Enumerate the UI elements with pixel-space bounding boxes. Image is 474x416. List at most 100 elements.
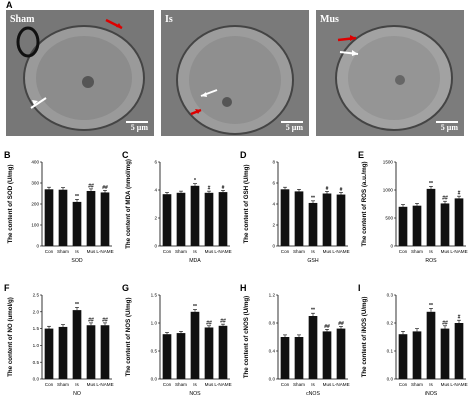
bar (58, 326, 68, 379)
significance-mark: # (458, 315, 461, 321)
scale-bar (436, 121, 458, 123)
significance-mark: ## (338, 321, 344, 327)
chart-i: I The content of iNOS (U/mg) 0.0 0.1 0.2 0.3 C… (354, 283, 470, 411)
x-tick-label: Con (163, 382, 172, 387)
y-tick-label: 0.0 (387, 377, 394, 382)
em-label-is: Is (165, 14, 173, 25)
y-tick-label: 6 (272, 181, 275, 186)
panel-letter: G (122, 283, 129, 293)
bar (294, 337, 304, 379)
panel-letter: H (240, 283, 247, 293)
y-tick-label: 0.5 (33, 360, 40, 365)
significance-mark: ## (102, 185, 108, 191)
y-tick-label: 1.0 (151, 321, 158, 326)
x-tick-label: L-NAME (96, 249, 113, 254)
significance-mark: # (222, 185, 225, 191)
panel-letter: I (358, 283, 361, 293)
x-tick-label: L-NAME (450, 382, 467, 387)
x-tick-label: Mus (323, 249, 332, 254)
bar (72, 310, 82, 379)
bar (336, 194, 346, 246)
significance-mark: ** (429, 303, 433, 309)
bar-chart-g: G The content of NOS (U/mg) 0.0 0.5 1.0 1.5 Co… (122, 283, 232, 397)
x-tick-label: Con (45, 249, 54, 254)
x-tick-label: Mus (205, 249, 214, 254)
x-tick-label: Sham (175, 249, 187, 254)
y-tick-label: 1.2 (269, 293, 276, 298)
micrograph-sham (6, 10, 154, 136)
y-tick-label: 1.0 (33, 343, 40, 348)
scale-text-is: 5 μm (285, 123, 303, 132)
y-tick-label: 6 (154, 160, 157, 165)
significance-mark: ## (102, 317, 108, 323)
y-tick-label: 2 (272, 223, 275, 228)
significance-mark: ## (88, 317, 94, 323)
em-label-sham: Sham (10, 14, 35, 25)
bar (398, 334, 408, 379)
significance-mark: * (194, 178, 196, 184)
y-tick-label: 400 (31, 160, 39, 165)
panel-letter: B (4, 150, 11, 160)
x-tick-label: Con (281, 249, 290, 254)
significance-mark: ** (75, 302, 79, 308)
x-tick-label: Con (281, 382, 290, 387)
micrograph-is (161, 10, 309, 136)
y-tick-label: 0 (272, 244, 275, 249)
y-axis-label: The content of cNOS (U/mg) (243, 296, 250, 379)
y-tick-label: 2 (154, 216, 157, 221)
scale-bar (126, 121, 148, 123)
em-label-mus: Mus (320, 14, 339, 25)
y-tick-label: 0.4 (269, 349, 276, 354)
x-tick-label: Mus (441, 382, 450, 387)
significance-mark: # (208, 186, 211, 192)
x-tick-label: Sham (293, 382, 305, 387)
scale-bar (281, 121, 303, 123)
bar (204, 327, 214, 379)
bar (72, 201, 82, 246)
bar (308, 316, 318, 379)
x-axis-title: cNOS (306, 391, 320, 397)
bar (336, 328, 346, 379)
significance-mark: # (340, 187, 343, 193)
significance-mark: ## (442, 320, 448, 326)
x-tick-label: L-NAME (96, 382, 113, 387)
chart-f: F The content of NO (umol/g) 0.0 0.5 1.0 1.5 2… (0, 283, 116, 411)
bar (162, 334, 172, 379)
x-axis-title: NO (73, 391, 81, 397)
y-tick-label: 200 (31, 202, 39, 207)
x-tick-label: Is (75, 382, 79, 387)
y-tick-label: 1.5 (151, 293, 158, 298)
bar (454, 323, 464, 379)
y-axis-label: The content of NO (umol/g) (7, 297, 14, 377)
bar (190, 311, 200, 379)
x-tick-label: Is (193, 382, 197, 387)
y-tick-label: 4 (272, 202, 275, 207)
chart-b: B The content of SOD (U/mg) 0 100 200 300 400 C… (0, 150, 116, 278)
x-tick-label: L-NAME (450, 249, 467, 254)
bar (86, 325, 96, 379)
y-tick-label: 4 (154, 188, 157, 193)
y-axis-label: The content of NOS (U/mg) (125, 297, 132, 376)
y-tick-label: 1000 (383, 188, 394, 193)
y-tick-label: 1500 (383, 160, 394, 165)
x-axis-title: NOS (189, 391, 201, 397)
panel-letter: D (240, 150, 247, 160)
bar (412, 331, 422, 379)
bar (162, 194, 172, 246)
x-tick-label: Sham (293, 249, 305, 254)
x-tick-label: Sham (57, 249, 69, 254)
bar (204, 192, 214, 246)
x-tick-label: L-NAME (332, 249, 349, 254)
chart-g: G The content of NOS (U/mg) 0.0 0.5 1.0 1.5 Co… (118, 283, 234, 411)
significance-mark: ## (220, 319, 226, 325)
bar (218, 192, 228, 246)
chart-c: C The content of MDA (nmol/mg) 0 2 4 6 Con Sham… (118, 150, 234, 278)
y-axis-label: The content of iNOS (U/mg) (361, 297, 368, 378)
significance-mark: ## (442, 196, 448, 202)
bar (58, 189, 68, 246)
x-tick-label: L-NAME (214, 249, 231, 254)
x-tick-label: Mus (323, 382, 332, 387)
